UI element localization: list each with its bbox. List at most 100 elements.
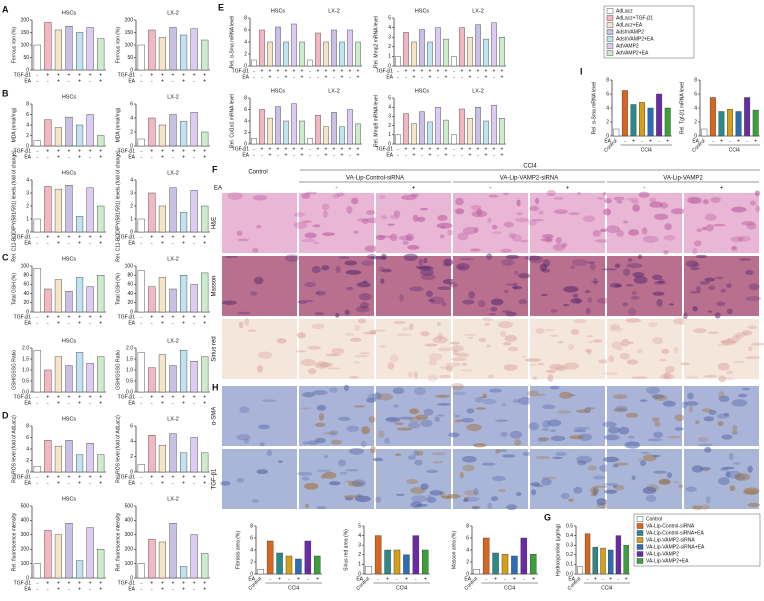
y-tick-label: 2: [130, 129, 133, 135]
tissue-detail: [692, 247, 698, 255]
tissue-detail: [378, 430, 385, 438]
tissue-detail: [602, 421, 617, 428]
tissue-detail: [238, 321, 244, 329]
bar: [201, 553, 209, 579]
y-tick-label: 1: [130, 216, 133, 222]
y-tick-label: 8: [694, 77, 697, 83]
bar: [179, 350, 188, 393]
bar: [443, 38, 449, 67]
legend-label: VA-Lip-Control-siRNA: [646, 523, 695, 529]
treatment-sign: -: [253, 68, 255, 74]
tissue-detail: [688, 406, 694, 413]
tissue-detail: [689, 198, 703, 205]
y-axis-label: MDA (nmol/mg): [11, 107, 17, 142]
treatment-sign: +: [78, 240, 81, 246]
treatment-sign: +: [413, 74, 416, 80]
treatment-sign: +: [301, 152, 304, 158]
bar: [427, 121, 433, 145]
tissue-detail: [471, 210, 488, 218]
bar: [411, 123, 417, 145]
treatment-sign: -: [453, 146, 455, 152]
y-tick-label: 0: [130, 469, 133, 475]
legend-label: AdVAMP2: [616, 43, 639, 49]
tissue-detail: [380, 278, 385, 284]
tissue-detail: [613, 462, 629, 466]
tissue-detail: [631, 376, 648, 379]
y-axis-label: Rel. α-Sma mRNA level: [229, 16, 235, 69]
bar: [492, 552, 499, 575]
tissue-detail: [487, 217, 492, 224]
legend-label: AdLacz+EA: [616, 22, 643, 28]
y-tick-label: 6: [244, 107, 247, 113]
tissue-detail: [716, 413, 730, 419]
tissue-detail: [401, 194, 417, 201]
y-tick-label: 0: [388, 63, 391, 69]
tissue-detail: [322, 232, 335, 236]
tissue-detail: [512, 399, 520, 403]
tissue-detail: [701, 408, 713, 413]
chart-title: LX-2: [328, 8, 340, 14]
treatment-label: EA: [128, 240, 135, 246]
treatment-label: TGF-β1: [232, 146, 250, 152]
bar: [411, 41, 417, 67]
tissue-detail: [636, 458, 643, 461]
tissue-detail: [432, 461, 444, 464]
tissue-detail: [475, 407, 486, 410]
y-axis-label: Total GSH (%): [115, 273, 121, 305]
treatment-sign: +: [325, 74, 328, 80]
tissue-detail: [574, 427, 590, 430]
tissue-detail: [236, 434, 251, 441]
treatment-sign: +: [445, 68, 448, 74]
tissue-detail: [475, 396, 484, 403]
y-tick-label: 5: [388, 95, 391, 101]
tissue-detail: [594, 485, 609, 488]
y-tick-label: 500: [21, 503, 30, 509]
tissue-detail: [563, 286, 579, 293]
tissue-detail: [375, 234, 386, 241]
treatment-sign: +: [325, 146, 328, 152]
tissue-detail: [721, 434, 733, 440]
treatment-sign: -: [68, 586, 70, 592]
tissue-detail: [375, 496, 382, 503]
treatment-sign: +: [424, 576, 427, 582]
tissue-detail: [402, 240, 409, 245]
treatment-sign: +: [182, 400, 185, 406]
bar: [291, 23, 297, 67]
treatment-sign: +: [99, 314, 102, 320]
bar: [412, 535, 420, 575]
treatment-sign: -: [317, 152, 319, 158]
treatment-sign: -: [193, 240, 195, 246]
tissue-detail: [461, 362, 468, 366]
tissue-detail: [439, 234, 445, 239]
tissue-detail: [637, 254, 643, 260]
treatment-sign: -: [309, 68, 311, 74]
tissue-detail: [540, 238, 554, 242]
tissue-detail: [408, 286, 424, 292]
y-tick-label: 2: [26, 133, 29, 139]
bar: [190, 284, 198, 313]
tissue-detail: [746, 222, 757, 230]
tissue-detail: [645, 494, 657, 503]
tissue-detail: [663, 250, 669, 255]
treatment-sign: +: [161, 148, 164, 154]
tissue-detail: [549, 385, 560, 390]
y-tick-label: 3: [388, 114, 391, 120]
y-tick-label: 6: [606, 91, 609, 97]
y-axis-label: Total GSH (%): [11, 273, 17, 305]
y-tick-label: 0: [26, 67, 29, 73]
tissue-detail: [674, 346, 679, 354]
tissue-detail: [570, 328, 580, 335]
tissue-detail: [445, 365, 455, 372]
legend-swatch: [606, 15, 614, 21]
treatment-sign: +: [78, 586, 81, 592]
tissue-detail: [638, 191, 650, 198]
tissue-detail: [276, 338, 287, 344]
tissue-detail: [462, 499, 469, 503]
treatment-sign: +: [68, 314, 71, 320]
panel-letter: G: [544, 512, 551, 522]
bar: [148, 192, 156, 233]
bar: [384, 549, 391, 575]
treatment-sign: +: [150, 394, 153, 400]
tissue-detail: [436, 403, 451, 406]
treatment-sign: -: [193, 154, 195, 160]
